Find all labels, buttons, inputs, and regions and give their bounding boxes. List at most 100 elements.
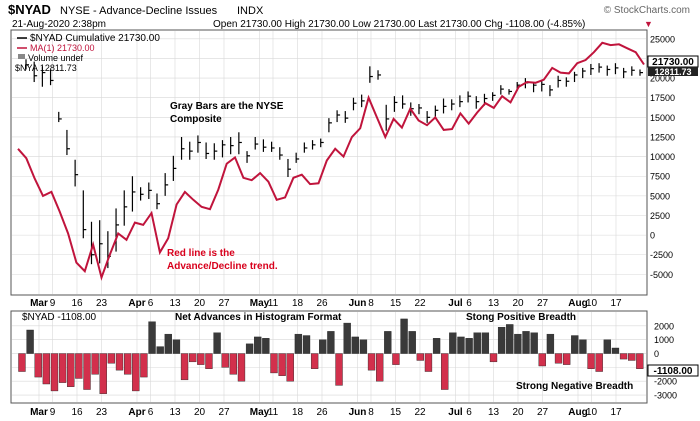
- histogram-bar: [603, 339, 611, 354]
- annotation-red-line-1: Red line is the: [167, 248, 235, 259]
- nya-bar: [287, 158, 291, 178]
- nya-last-badge: [648, 67, 698, 76]
- hist-y-tick-label: 1000: [654, 335, 674, 345]
- histogram-bar: [42, 353, 51, 385]
- x-tick-label: Jun: [349, 407, 367, 418]
- nya-bar: [123, 190, 128, 226]
- nya-bar: [58, 111, 62, 123]
- nya-bar: [623, 67, 627, 79]
- x-tick-label: Aug: [568, 407, 587, 418]
- x-tick-label: Jul: [448, 298, 463, 309]
- histogram-bar: [115, 353, 124, 371]
- hist-y-tick-label: -2000: [654, 377, 677, 387]
- nya-bar: [549, 85, 553, 97]
- nya-bar: [180, 136, 185, 160]
- histogram-bar: [180, 353, 189, 381]
- main-y-tick-label: 17500: [650, 93, 675, 103]
- histogram-bar: [359, 339, 368, 354]
- nya-bar: [377, 70, 382, 80]
- nya-bars: [25, 59, 643, 269]
- x-tick-label: 26: [316, 407, 328, 418]
- histogram-bar: [254, 336, 262, 354]
- nya-last-value: 12811.73: [654, 67, 691, 77]
- hist-y-tick-label: 0: [654, 349, 659, 359]
- x-tick-label: 20: [512, 298, 524, 309]
- x-tick-label: 17: [610, 298, 622, 309]
- histogram-bar: [530, 332, 538, 354]
- nya-bar: [565, 77, 570, 87]
- histogram-bar: [473, 332, 481, 354]
- annotation-strong-negative: Strong Negative Breadth: [516, 381, 633, 392]
- histogram-bar: [481, 332, 490, 354]
- x-tick-label: 22: [414, 298, 426, 309]
- nya-bar: [33, 61, 38, 83]
- symbol-label: $NYAD: [8, 2, 51, 17]
- nya-bar: [197, 135, 201, 153]
- histogram-bars: [18, 318, 644, 394]
- x-tick-label: 11: [268, 298, 279, 309]
- x-tick-label: 27: [218, 407, 230, 418]
- legend-volume: Volume undef: [28, 53, 84, 63]
- histogram-bar: [554, 353, 563, 364]
- nya-bar: [344, 111, 349, 123]
- ad-line: [17, 41, 645, 281]
- nya-bar: [557, 75, 562, 88]
- nya-bar: [230, 136, 234, 155]
- x-tick-label: 8: [368, 407, 374, 418]
- x-tick-label: 6: [466, 298, 472, 309]
- datetime-label: 21-Aug-2020 2:38pm: [12, 19, 106, 30]
- nya-bar: [442, 98, 447, 114]
- histogram-bar: [58, 353, 67, 383]
- histogram-bar: [636, 353, 644, 369]
- histogram-bar: [107, 353, 116, 364]
- nya-bar: [49, 69, 54, 86]
- histogram-bar: [587, 353, 595, 369]
- x-tick-label: 13: [488, 407, 500, 418]
- main-y-tick-label: -2500: [650, 250, 673, 260]
- nya-bar: [352, 97, 357, 111]
- nya-bar: [238, 132, 242, 155]
- nya-bar: [573, 71, 578, 83]
- x-tick-label: Mar: [30, 407, 48, 418]
- x-tick-label: Jul: [448, 407, 463, 418]
- histogram-bar: [197, 353, 205, 365]
- x-tick-label: Apr: [128, 407, 145, 418]
- histogram-bar: [156, 346, 164, 354]
- nya-bar: [418, 104, 422, 115]
- histogram-bar: [99, 353, 107, 394]
- histogram-bar: [270, 353, 278, 374]
- histogram-bar: [302, 335, 311, 354]
- histogram-bar: [628, 353, 636, 361]
- nya-bar: [74, 159, 79, 187]
- nya-bar: [639, 69, 643, 76]
- x-tick-label: 16: [71, 298, 83, 309]
- x-tick-label: 15: [390, 298, 402, 309]
- nya-bar: [172, 155, 177, 181]
- histogram-bar: [205, 353, 213, 369]
- main-y-axis: -5000 -2500 0 2500 5000 7500 10000 12500 15000 17…: [650, 34, 675, 280]
- histogram-bar: [441, 353, 449, 390]
- x-tick-label: 9: [50, 298, 56, 309]
- histogram-bar: [91, 353, 99, 375]
- nya-bar: [303, 142, 308, 153]
- nya-bar: [156, 193, 160, 210]
- histogram-bar: [465, 338, 473, 354]
- nya-bar: [401, 95, 406, 109]
- nya-bar: [475, 96, 480, 109]
- histogram-bar: [148, 321, 156, 354]
- histogram-bar: [26, 329, 34, 354]
- histogram-bar: [327, 331, 335, 354]
- histogram-bar: [367, 353, 376, 371]
- x-tick-label: 22: [414, 407, 426, 418]
- x-tick-label: 13: [169, 298, 181, 309]
- main-y-tick-label: 15000: [650, 113, 675, 123]
- nya-bar: [541, 81, 545, 92]
- main-y-tick-label: 2500: [650, 211, 670, 221]
- histogram-bar: [50, 353, 59, 392]
- x-tick-label: Jun: [349, 298, 367, 309]
- legend-volume-swatch: [18, 54, 25, 59]
- histogram-bar: [595, 353, 603, 372]
- x-tick-label: 6: [148, 407, 154, 418]
